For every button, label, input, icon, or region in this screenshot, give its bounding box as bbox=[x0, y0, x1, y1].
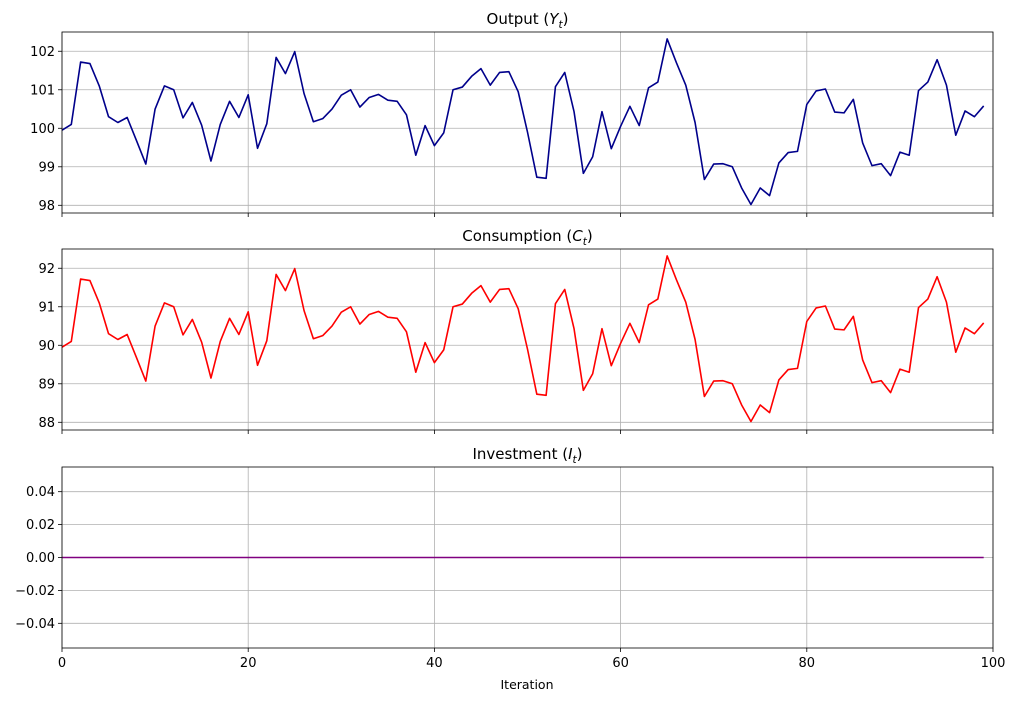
output-y-tick-label: 98 bbox=[38, 199, 55, 214]
consumption-y-tick-label: 92 bbox=[38, 262, 55, 277]
consumption-y-tick-label: 89 bbox=[38, 377, 55, 392]
consumption-plot-frame bbox=[61, 248, 994, 431]
output-title: Output (Yt) bbox=[487, 10, 569, 31]
output-y-tick-label: 102 bbox=[30, 45, 55, 60]
investment-y-tick-label: 0.02 bbox=[26, 518, 55, 533]
consumption-y-tick-label: 88 bbox=[38, 416, 55, 431]
investment-title: Investment (It) bbox=[472, 445, 582, 466]
consumption-series-line bbox=[61, 255, 985, 423]
consumption-title: Consumption (Ct) bbox=[462, 227, 592, 248]
investment-x-tick-label: 20 bbox=[240, 656, 257, 671]
investment-y-tick-label: −0.04 bbox=[15, 617, 55, 632]
investment-y-tick-label: 0.04 bbox=[26, 485, 55, 500]
consumption-panel: 88 89 90 91 92 Consumption (Ct) bbox=[38, 227, 994, 434]
investment-x-tick-label: 40 bbox=[426, 656, 443, 671]
investment-panel: −0.04 −0.02 0.00 0.02 0.04 0 20 40 60 80 100 Invest… bbox=[15, 445, 1005, 671]
x-axis-label: Iteration bbox=[500, 677, 553, 692]
output-panel: 98 99 100 101 102 Output (Yt) bbox=[30, 10, 994, 217]
output-y-tick-label: 101 bbox=[30, 83, 55, 98]
consumption-y-tick-label: 90 bbox=[38, 339, 55, 354]
investment-x-tick-label: 60 bbox=[612, 656, 629, 671]
investment-y-tick-label: 0.00 bbox=[26, 551, 55, 566]
consumption-y-tick-label: 91 bbox=[38, 300, 55, 315]
investment-x-tick-label: 100 bbox=[981, 656, 1006, 671]
investment-x-tick-label: 80 bbox=[799, 656, 816, 671]
output-y-tick-label: 99 bbox=[38, 160, 55, 175]
investment-x-tick-label: 0 bbox=[58, 656, 66, 671]
investment-y-tick-label: −0.02 bbox=[15, 584, 55, 599]
output-plot-frame bbox=[61, 31, 994, 214]
output-series-line bbox=[61, 38, 985, 206]
output-y-tick-label: 100 bbox=[30, 122, 55, 137]
